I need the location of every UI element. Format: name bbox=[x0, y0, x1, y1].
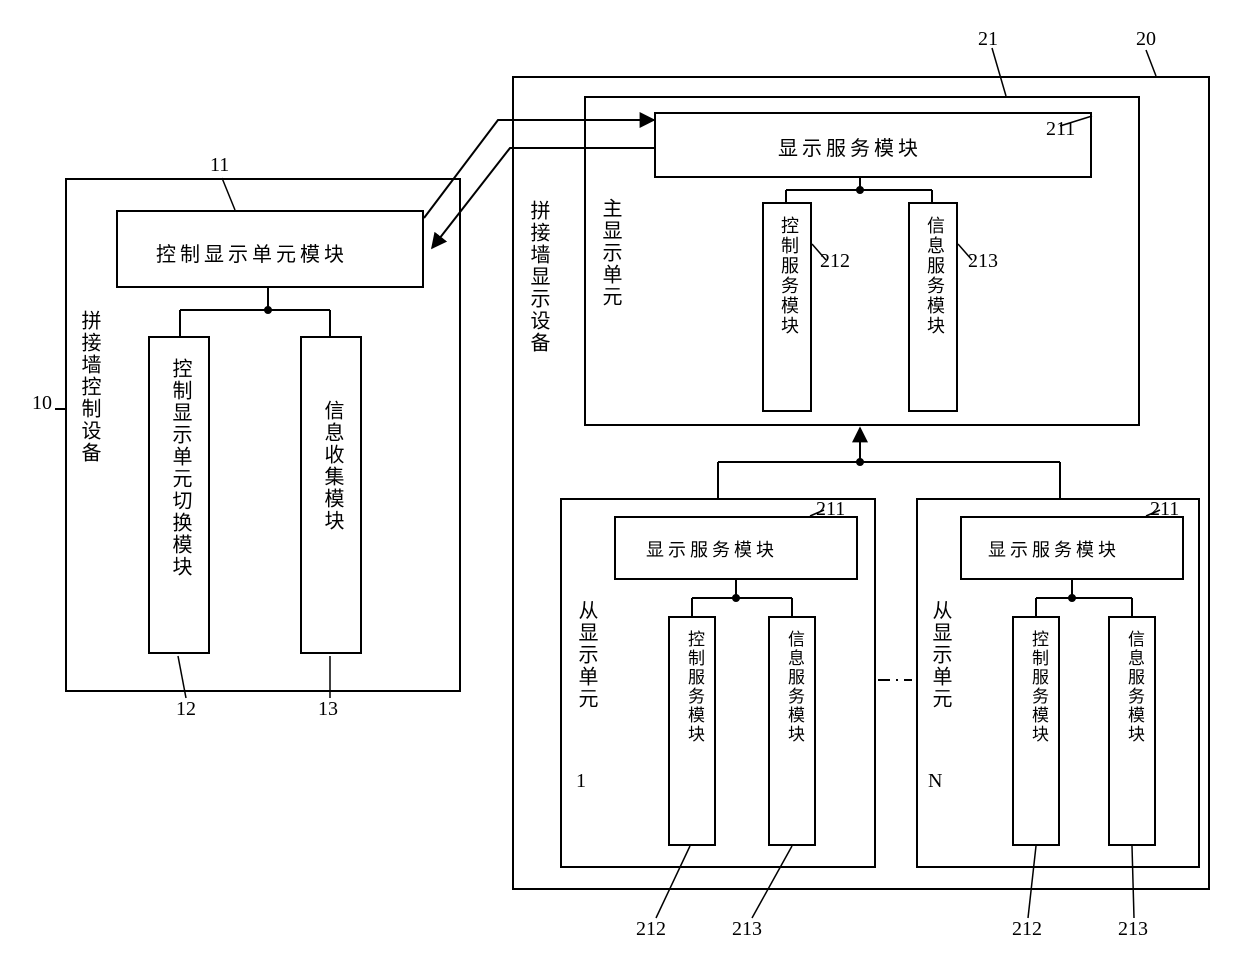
subN-ref-213: 213 bbox=[1118, 918, 1148, 941]
left-device-label: 拼接墙控制设备 bbox=[75, 310, 104, 464]
main-control-service-label: 控制服务模块 bbox=[776, 216, 802, 336]
sub1-label-b: 1 bbox=[576, 770, 586, 793]
ref-10: 10 bbox=[32, 392, 52, 415]
main-display-service-label: 显示服务模块 bbox=[778, 132, 922, 161]
sub1-display-service-label: 显示服务模块 bbox=[646, 536, 778, 562]
subN-display-service-label: 显示服务模块 bbox=[988, 536, 1120, 562]
sub1-ref-213: 213 bbox=[732, 918, 762, 941]
ref-12: 12 bbox=[176, 698, 196, 721]
subN-label-a: 从显示单元 bbox=[926, 600, 955, 710]
subN-ref-212: 212 bbox=[1012, 918, 1042, 941]
sub1-ref-212: 212 bbox=[636, 918, 666, 941]
main-ref-213: 213 bbox=[968, 250, 998, 273]
ref-13: 13 bbox=[318, 698, 338, 721]
ref-21: 21 bbox=[978, 28, 998, 51]
sub1-info-service-label: 信息服务模块 bbox=[782, 630, 807, 744]
right-device-label: 拼接墙显示设备 bbox=[524, 200, 553, 354]
main-ref-211: 211 bbox=[1046, 118, 1075, 141]
sub1-ref-211: 211 bbox=[816, 498, 845, 521]
main-ref-212: 212 bbox=[820, 250, 850, 273]
main-info-service-label: 信息服务模块 bbox=[922, 216, 948, 336]
subN-control-service-label: 控制服务模块 bbox=[1026, 630, 1051, 744]
subN-label-b: N bbox=[928, 770, 942, 793]
main-unit-label: 主显示单元 bbox=[596, 198, 625, 308]
switch-module-label: 控制显示单元切换模块 bbox=[166, 358, 195, 578]
ref-11: 11 bbox=[210, 154, 229, 177]
control-unit-label: 控制显示单元模块 bbox=[156, 238, 348, 267]
subN-ref-211: 211 bbox=[1150, 498, 1179, 521]
subN-info-service-label: 信息服务模块 bbox=[1122, 630, 1147, 744]
ref-20: 20 bbox=[1136, 28, 1156, 51]
leader-10 bbox=[55, 408, 65, 410]
info-collect-label: 信息收集模块 bbox=[318, 400, 347, 532]
sub1-control-service-label: 控制服务模块 bbox=[682, 630, 707, 744]
sub1-label-a: 从显示单元 bbox=[572, 600, 601, 710]
